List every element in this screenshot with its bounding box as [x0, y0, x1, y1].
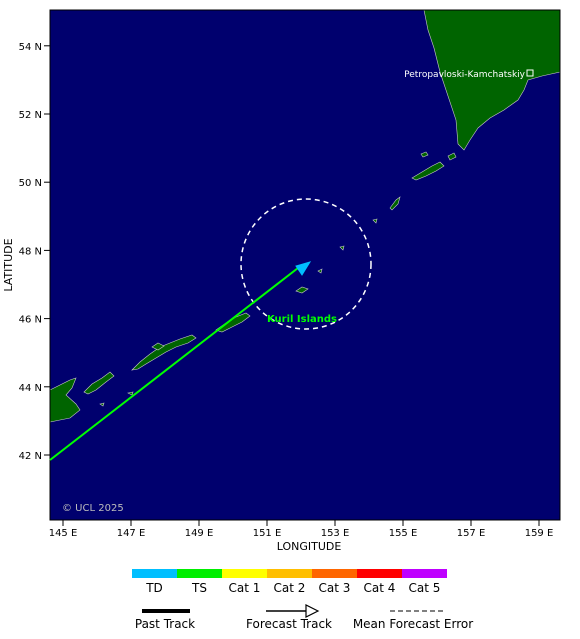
legend-label-cat-4: Cat 4 — [364, 581, 396, 595]
legend-swatch-ts — [177, 569, 222, 578]
lon-tick-label: 157 E — [457, 528, 486, 539]
city-marker-icon — [526, 69, 534, 77]
legend-swatch-cat-2 — [267, 569, 312, 578]
island-11 — [447, 152, 457, 161]
kamchatka-landmass — [423, 9, 561, 151]
lon-tick-label: 151 E — [253, 528, 282, 539]
lon-tick-label: 147 E — [117, 528, 146, 539]
lat-tick-label: 42 N — [19, 451, 42, 462]
island-10 — [411, 161, 445, 181]
legend-label-cat-1: Cat 1 — [229, 581, 261, 595]
island-13 — [127, 391, 134, 396]
island-6 — [317, 268, 323, 274]
lat-tick-label: 48 N — [19, 246, 42, 257]
latitude-ticks: 42 N 44 N 46 N 48 N 50 N 52 N 54 N — [19, 42, 50, 462]
island-14 — [99, 402, 105, 407]
legend-swatch-cat-4 — [357, 569, 402, 578]
island-5 — [295, 286, 309, 294]
mean-forecast-error-label: Mean Forecast Error — [353, 617, 473, 631]
island-4 — [151, 342, 165, 351]
copyright-label: © UCL 2025 — [62, 503, 124, 514]
forecast-arrow-icon — [295, 261, 312, 276]
island-2 — [131, 334, 197, 371]
legend-swatch-cat-1 — [222, 569, 267, 578]
island-1 — [83, 371, 115, 395]
past-track-label: Past Track — [135, 617, 195, 631]
island-12 — [420, 151, 429, 158]
legend-swatch-td — [132, 569, 177, 578]
island-8 — [372, 218, 378, 224]
hokkaido-landmass — [49, 377, 81, 423]
storm-track-line — [49, 267, 299, 461]
forecast-track-label: Forecast Track — [246, 617, 332, 631]
lat-tick-label: 54 N — [19, 42, 42, 53]
mean-forecast-error-circle — [240, 198, 372, 330]
lon-tick-label: 155 E — [389, 528, 418, 539]
city-label-petropavlovsk: Petropavloski-Kamchatskiy — [404, 70, 526, 80]
x-axis-title: LONGITUDE — [277, 540, 342, 553]
lon-tick-label: 149 E — [185, 528, 214, 539]
island-9 — [389, 196, 401, 211]
legend-label-cat-2: Cat 2 — [274, 581, 306, 595]
legend-label-cat-3: Cat 3 — [319, 581, 351, 595]
legend-label-td: TD — [145, 581, 163, 595]
island-7 — [339, 245, 345, 251]
lat-tick-label: 44 N — [19, 383, 42, 394]
longitude-ticks: 145 E 147 E 149 E 151 E 153 E 155 E 157 E 159 E — [49, 520, 554, 539]
map-frame — [49, 9, 561, 521]
legend-label-cat-5: Cat 5 — [409, 581, 441, 595]
forecast-track-legend-arrow-icon — [305, 604, 320, 618]
y-axis-title: LATITUDE — [2, 238, 15, 291]
kuril-islands-label: Kuril Islands — [267, 314, 337, 325]
lat-tick-label: 52 N — [19, 110, 42, 121]
lon-tick-label: 145 E — [49, 528, 78, 539]
intensity-legend: TD TS Cat 1 Cat 2 Cat 3 Cat 4 Cat 5 — [132, 569, 447, 595]
lat-tick-label: 46 N — [19, 315, 42, 326]
land-masses — [49, 9, 561, 423]
lon-tick-label: 153 E — [321, 528, 350, 539]
lat-tick-label: 50 N — [19, 178, 42, 189]
lon-tick-label: 159 E — [525, 528, 554, 539]
legend-swatch-cat-5 — [402, 569, 447, 578]
legend-swatch-cat-3 — [312, 569, 357, 578]
legend-label-ts: TS — [191, 581, 207, 595]
